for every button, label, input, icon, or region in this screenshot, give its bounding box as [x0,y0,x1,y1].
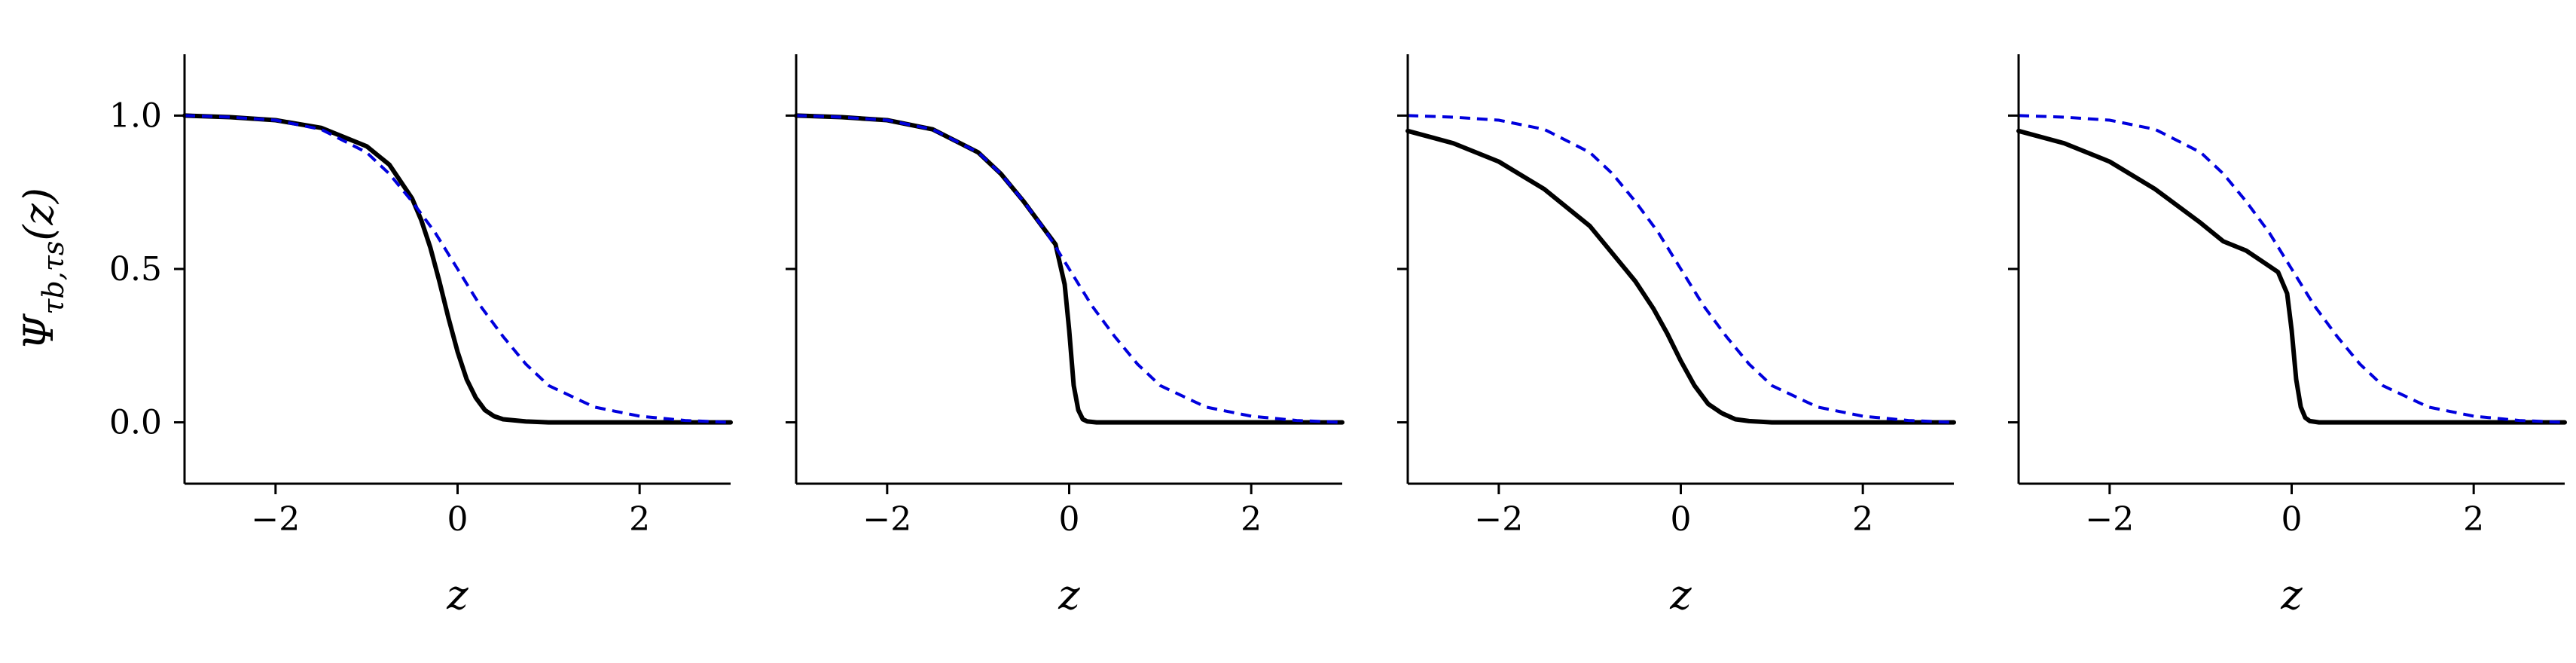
x-tick-label: −2 [251,500,300,539]
panel-1-solid-curve [182,113,733,425]
panel-2-dashed-curve [795,114,1343,424]
y-axis-label: Ψτb,τs(z) [15,188,70,350]
x-tick-label: −2 [1474,500,1523,539]
panel-3-dashed-curve [1407,114,1955,424]
x-tick-label: 0 [447,500,469,539]
y-tick-label: 0.0 [109,404,162,442]
x-axis-label: z [1669,571,1692,619]
panel-4-solid-curve [2016,128,2567,425]
chart-panels: −2 0 2 0.0 0.5 1.0 z Ψτb,τs(z) −2 0 2 z −2 0 2 z −2 0 2 z [15,54,2567,619]
x-tick-label: 2 [1241,500,1262,539]
panel-1-dashed-curve [184,114,731,424]
x-tick-label: 2 [1852,500,1873,539]
x-tick-label: 0 [2281,500,2303,539]
x-tick-label: −2 [862,500,911,539]
x-tick-label: 2 [2463,500,2484,539]
panel-2: −2 0 2 z [786,54,1344,619]
panel-1: −2 0 2 0.0 0.5 1.0 z Ψτb,τs(z) [15,54,733,619]
y-tick-label: 0.5 [109,250,162,289]
panel-4-dashed-curve [2018,114,2565,424]
y-tick-label: 1.0 [109,96,162,135]
x-tick-label: 0 [1059,500,1080,539]
x-tick-label: −2 [2085,500,2134,539]
x-axis-label: z [1058,571,1080,619]
x-axis-label: z [2280,571,2303,619]
x-axis-label: z [446,571,469,619]
panel-3-solid-curve [1406,128,1956,425]
x-tick-label: 0 [1671,500,1692,539]
panel-4: −2 0 2 z [2008,54,2567,619]
x-tick-label: 2 [629,500,650,539]
panel-3: −2 0 2 z [1397,54,1956,619]
